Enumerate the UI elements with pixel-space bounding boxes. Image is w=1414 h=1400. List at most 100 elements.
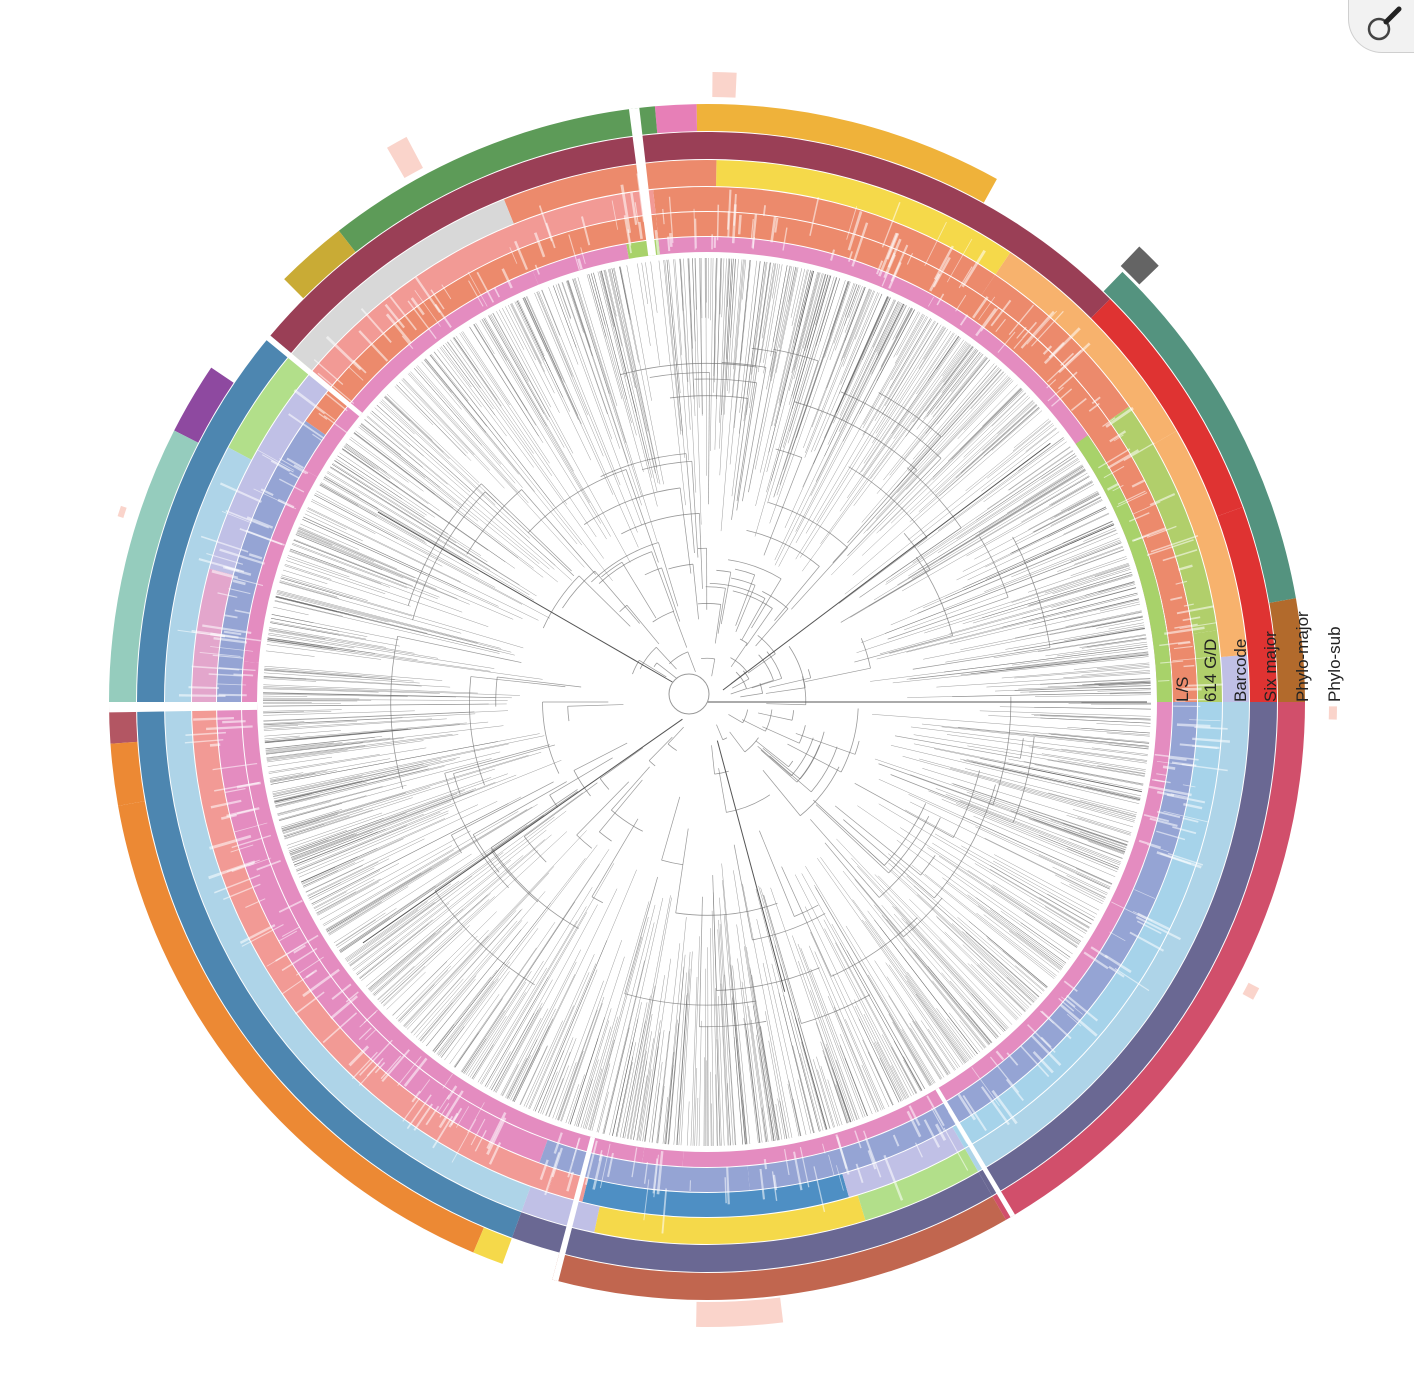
- tree-branch: [790, 268, 803, 318]
- tree-branch: [1069, 884, 1104, 902]
- tree-branch: [960, 654, 1149, 676]
- tree-branch: [847, 436, 942, 544]
- stripe: [414, 276, 441, 313]
- tree-branch: [432, 1024, 455, 1052]
- stripe: [851, 222, 869, 267]
- tree-branch: [936, 916, 1032, 1006]
- tree-branch: [281, 792, 406, 831]
- tree-branch: [831, 917, 918, 977]
- stripe: [359, 1039, 393, 1076]
- stripe: [1039, 1010, 1054, 1024]
- tree-branch: [757, 263, 776, 373]
- stripe: [693, 208, 696, 250]
- tree-branch: [383, 397, 450, 460]
- tree-branch: [905, 921, 1006, 1032]
- tree-branch: [904, 357, 988, 459]
- stripe: [223, 883, 261, 901]
- tree-branch: [778, 992, 814, 1134]
- tree-branch: [727, 1083, 731, 1146]
- stripe: [1059, 1003, 1098, 1037]
- tree-branch: [829, 284, 858, 361]
- tree-branch: [978, 467, 1085, 533]
- tree-branch: [1018, 437, 1064, 472]
- tree-branch: [274, 781, 368, 804]
- stripe: [908, 1105, 921, 1127]
- tree-branch: [350, 875, 473, 967]
- tree-branch: [962, 816, 1113, 884]
- tree-branch: [711, 745, 715, 775]
- tree-branch: [1081, 670, 1150, 676]
- tree-branch: [804, 274, 827, 351]
- tree-branch: [385, 395, 433, 441]
- tree-branch: [741, 981, 763, 1143]
- tree-branch: [284, 565, 411, 607]
- tree-branch: [277, 801, 332, 816]
- tree-branch: [838, 537, 928, 604]
- stripe: [577, 258, 583, 270]
- tree-branch: [358, 426, 479, 522]
- tree-branch: [269, 772, 304, 779]
- tree-branch: [1094, 598, 1139, 610]
- tree-branch: [380, 831, 568, 1004]
- tree-branch: [541, 289, 560, 336]
- tree-branch: [364, 419, 423, 468]
- tree-branch: [992, 884, 1082, 942]
- tree-branch: [301, 867, 336, 883]
- tree-branch: [264, 722, 467, 741]
- tree-branch: [282, 814, 338, 832]
- tree-branch: [732, 996, 746, 1145]
- tree-branch: [974, 492, 1099, 560]
- tree-branch: [827, 995, 877, 1113]
- stripe: [1172, 656, 1214, 662]
- stripe: [1040, 1010, 1072, 1040]
- tree-branch: [876, 1041, 906, 1100]
- stripe: [184, 739, 224, 744]
- stripe: [210, 799, 242, 809]
- tree-branch: [268, 747, 427, 774]
- tree-branch: [307, 838, 425, 896]
- six-major-segment: [228, 353, 312, 460]
- tree-branch: [770, 266, 793, 378]
- tree-branch: [836, 838, 1013, 1025]
- tree-branch: [669, 651, 688, 665]
- stripe: [995, 1050, 1005, 1061]
- tree-branch: [619, 266, 631, 321]
- tree-branch: [320, 483, 359, 506]
- tree-branch: [323, 477, 470, 563]
- stripe: [1107, 449, 1140, 469]
- phylo-sub-segment: [654, 104, 698, 134]
- stripe: [972, 296, 989, 319]
- tree-branch: [823, 919, 918, 1094]
- tree-branch: [624, 895, 671, 1139]
- zoom-button[interactable]: [1348, 0, 1414, 53]
- tree-branch: [621, 513, 700, 535]
- ring-gap: [109, 702, 258, 713]
- tree-branch: [269, 627, 386, 648]
- tree-branch: [1064, 626, 1145, 641]
- tree-branch: [279, 580, 338, 598]
- six-major-segment: [165, 447, 252, 702]
- tree-branch: [915, 993, 966, 1064]
- tree-branch: [760, 887, 831, 1129]
- tree-branch: [810, 968, 868, 1116]
- tree-branch: [288, 829, 348, 852]
- tree-branch: [966, 759, 1141, 799]
- stripe: [990, 299, 1012, 327]
- six-major-segment: [1153, 431, 1247, 658]
- annotation-rings: [109, 104, 1305, 1300]
- tree-branch: [732, 998, 746, 1145]
- tree-branch: [626, 985, 656, 1139]
- tree-branch: [555, 284, 613, 440]
- tree-branch: [807, 669, 812, 679]
- tree-branch: [279, 803, 342, 822]
- tree-branch: [910, 521, 1113, 612]
- tree-branch: [434, 858, 586, 1053]
- tree-branch: [815, 804, 889, 874]
- tree-branch: [541, 289, 621, 486]
- tree-branch: [263, 717, 403, 726]
- stripe: [1176, 605, 1215, 615]
- tree-branch: [820, 341, 967, 544]
- tree-branch: [762, 726, 800, 744]
- tree-branch: [303, 516, 499, 607]
- tree-branch: [735, 585, 756, 633]
